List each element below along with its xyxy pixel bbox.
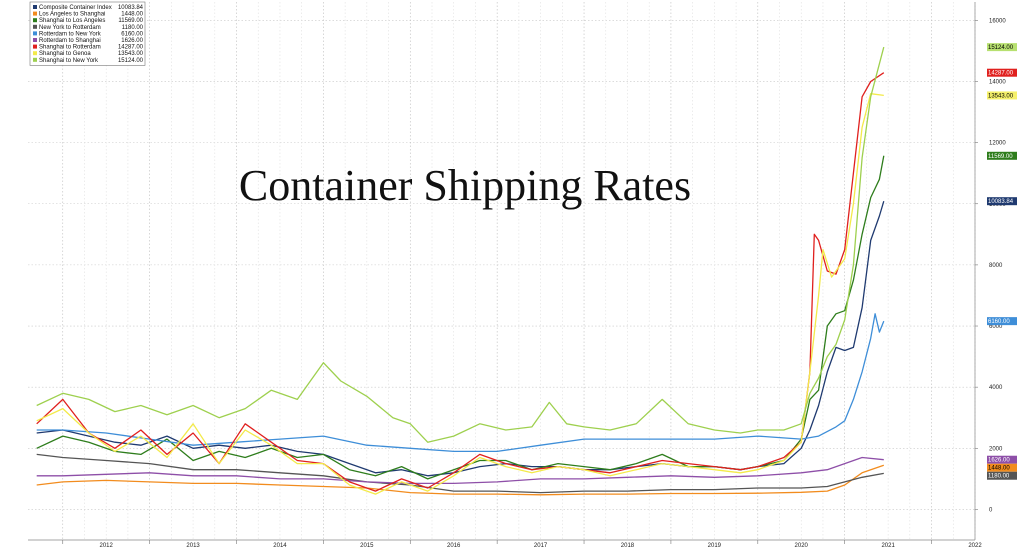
x-tick-label: 2020 <box>795 543 809 549</box>
x-tick-label: 2014 <box>273 543 287 549</box>
legend-entry-name: New York to Rotterdam <box>39 25 101 31</box>
series-line-shanghai-to-new-york <box>36 46 885 443</box>
series-line-shanghai-to-rotterdam <box>36 72 885 492</box>
series-line-composite-container-index <box>36 201 885 477</box>
chart-title: Container Shipping Rates <box>239 161 691 210</box>
legend-entry-name: Composite Container Index <box>39 5 112 11</box>
series-lines <box>36 46 885 496</box>
legend: Composite Container Index 10083.84 Los Ang… <box>29 1 146 66</box>
legend-entry-name: Shanghai to Rotterdam <box>39 45 101 51</box>
end-label-box <box>987 471 1017 480</box>
end-label-box <box>987 151 1017 160</box>
axes: 0200040006000800010000120001400016000201… <box>28 2 1006 549</box>
x-tick-label: 2017 <box>534 543 548 549</box>
legend-swatch <box>33 5 37 9</box>
y-tick-label: 4000 <box>989 385 1003 391</box>
end-label: 6160.00 <box>988 319 1010 325</box>
series-line-rotterdam-to-shanghai <box>36 456 884 485</box>
y-tick-label: 12000 <box>989 141 1006 147</box>
end-label-box <box>987 91 1017 100</box>
series-line-rotterdam-to-new-york <box>36 313 885 453</box>
series-line-new-york-to-rotterdam <box>36 453 884 494</box>
y-tick-label: 14000 <box>989 79 1006 85</box>
y-tick-label: 0 <box>989 507 993 513</box>
x-tick-label: 2021 <box>881 543 895 549</box>
end-label: 14287.00 <box>988 71 1014 77</box>
legend-entry-name: Shanghai to Los Angeles <box>39 18 105 24</box>
end-label: 13543.00 <box>988 93 1014 99</box>
legend-entry-name: Shanghai to New York <box>39 58 99 64</box>
y-tick-label: 6000 <box>989 324 1003 330</box>
end-label: 1448.00 <box>988 466 1010 472</box>
legend-swatch <box>33 18 37 23</box>
y-tick-label: 16000 <box>989 18 1006 24</box>
legend-entry-value: 6160.00 <box>121 31 143 37</box>
end-label: 1180.00 <box>988 474 1010 480</box>
end-label: 11569.00 <box>988 154 1013 160</box>
legend-box <box>29 1 146 66</box>
legend-entry-value: 1180.00 <box>122 25 144 31</box>
end-label-box <box>987 317 1017 326</box>
x-tick-label: 2015 <box>360 543 374 549</box>
legend-entry-name: Los Angeles to Shanghai <box>39 12 105 18</box>
x-tick-label: 2013 <box>186 543 200 549</box>
end-label-box <box>987 68 1017 77</box>
end-value-labels: 15124.00 14287.00 13543.00 11569.00 10083.84… <box>987 43 1017 480</box>
legend-entry-value: 11569.00 <box>118 18 143 24</box>
legend-entry-name: Shanghai to Genoa <box>39 51 91 57</box>
legend-swatch <box>33 24 37 29</box>
legend-swatch <box>33 57 37 62</box>
x-tick-label: 2012 <box>100 543 114 549</box>
y-tick-label: 2000 <box>989 446 1003 452</box>
legend-swatch <box>33 44 37 49</box>
legend-entry-value: 1448.00 <box>121 12 143 18</box>
legend-entry-value: 15124.00 <box>118 58 144 64</box>
series-line-shanghai-to-los-angeles <box>36 155 885 480</box>
end-label: 1626.00 <box>988 458 1010 464</box>
legend-entry-name: Rotterdam to New York <box>39 31 102 37</box>
legend-entry-value: 10083.84 <box>118 5 144 11</box>
series-line-shanghai-to-genoa <box>36 93 884 495</box>
legend-entry-value: 14287.00 <box>118 45 144 51</box>
x-tick-label: 2019 <box>708 543 722 549</box>
end-label: 15124.00 <box>988 45 1014 51</box>
legend-entry-value: 1626.00 <box>121 38 143 44</box>
end-label: 10083.84 <box>988 199 1014 205</box>
legend-swatch <box>33 31 37 36</box>
end-label-box <box>987 455 1017 464</box>
y-tick-label: 8000 <box>989 263 1003 269</box>
end-label-box <box>987 43 1017 52</box>
end-label-box <box>987 463 1017 472</box>
x-tick-label: 2022 <box>968 543 982 549</box>
grid <box>28 2 976 540</box>
legend-entry-value: 13543.00 <box>118 51 144 57</box>
series-line-los-angeles-to-shanghai <box>36 464 885 496</box>
legend-swatch <box>33 38 37 42</box>
legend-entry-name: Rotterdam to Shanghai <box>39 38 101 44</box>
legend-swatch <box>33 51 37 56</box>
end-label-box <box>987 197 1017 206</box>
x-tick-label: 2018 <box>621 543 635 549</box>
legend-swatch <box>33 11 37 16</box>
x-tick-label: 2016 <box>447 543 461 549</box>
